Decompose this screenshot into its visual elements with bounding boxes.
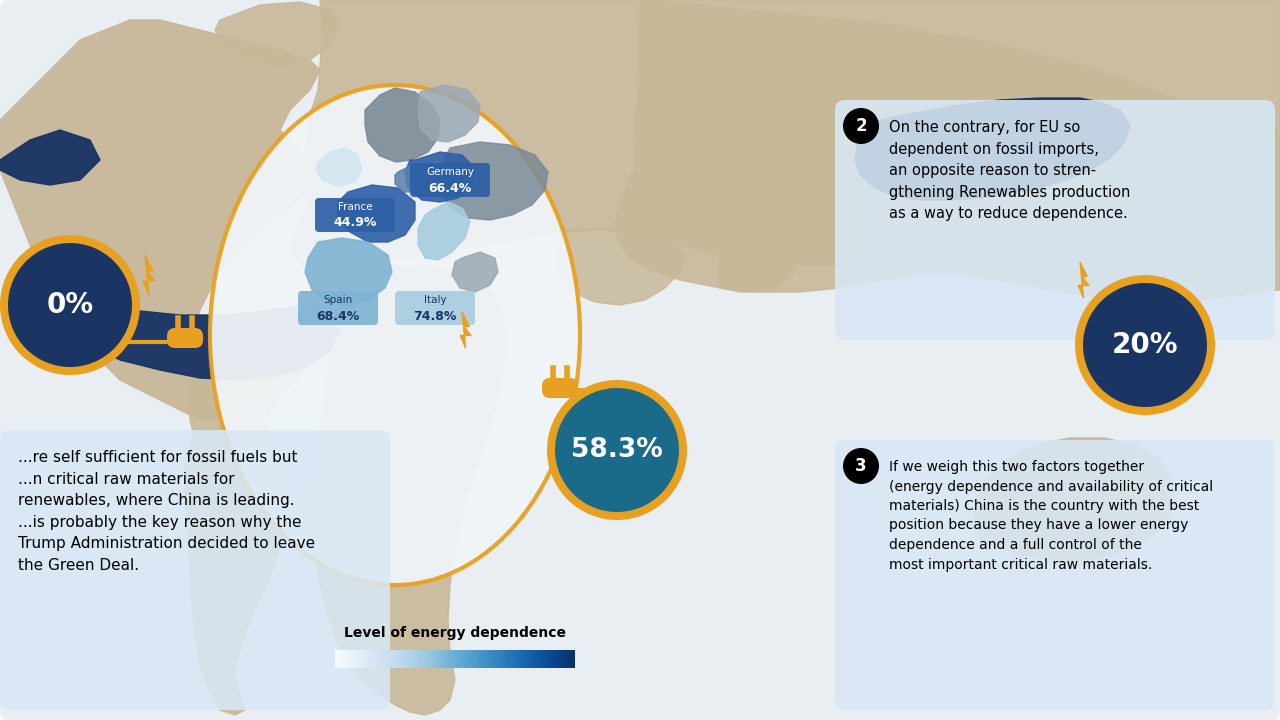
Circle shape <box>844 108 879 144</box>
Polygon shape <box>556 228 685 305</box>
Polygon shape <box>1078 262 1089 298</box>
Polygon shape <box>60 300 340 380</box>
Circle shape <box>1083 283 1207 407</box>
Polygon shape <box>365 88 440 162</box>
Polygon shape <box>419 202 470 260</box>
Polygon shape <box>291 0 1280 270</box>
Polygon shape <box>718 220 795 292</box>
FancyBboxPatch shape <box>541 378 579 398</box>
Circle shape <box>1075 275 1215 415</box>
Text: Spain: Spain <box>324 295 352 305</box>
Text: 58.3%: 58.3% <box>571 437 663 463</box>
Text: 3: 3 <box>855 457 867 475</box>
Polygon shape <box>338 185 415 242</box>
Text: On the contrary, for EU so
dependent on fossil imports,
an opposite reason to st: On the contrary, for EU so dependent on … <box>890 120 1130 222</box>
Text: France: France <box>338 202 372 212</box>
Ellipse shape <box>210 85 580 585</box>
FancyBboxPatch shape <box>835 100 1275 340</box>
Circle shape <box>556 388 678 512</box>
Text: 66.4%: 66.4% <box>429 181 471 194</box>
Circle shape <box>0 235 140 375</box>
Polygon shape <box>186 425 285 715</box>
Polygon shape <box>215 2 340 65</box>
FancyBboxPatch shape <box>166 328 204 348</box>
FancyBboxPatch shape <box>0 430 390 710</box>
FancyBboxPatch shape <box>1092 333 1128 353</box>
Polygon shape <box>143 255 155 295</box>
Text: Germany: Germany <box>426 167 474 177</box>
Text: 20%: 20% <box>1112 331 1179 359</box>
Polygon shape <box>312 265 506 715</box>
Text: 68.4%: 68.4% <box>316 310 360 323</box>
Text: 0%: 0% <box>46 291 93 319</box>
Polygon shape <box>452 252 498 292</box>
Polygon shape <box>419 85 480 142</box>
Polygon shape <box>0 130 100 185</box>
Circle shape <box>844 448 879 484</box>
Text: Italy: Italy <box>424 295 447 305</box>
FancyBboxPatch shape <box>298 291 378 325</box>
Polygon shape <box>975 438 1175 562</box>
Circle shape <box>547 380 687 520</box>
Polygon shape <box>614 0 1280 302</box>
FancyBboxPatch shape <box>315 198 396 232</box>
Text: 74.8%: 74.8% <box>413 310 457 323</box>
Polygon shape <box>0 20 320 420</box>
Polygon shape <box>461 312 471 348</box>
Text: 44.9%: 44.9% <box>333 217 376 230</box>
Polygon shape <box>1115 148 1148 180</box>
Polygon shape <box>855 98 1130 200</box>
Polygon shape <box>404 152 475 202</box>
FancyBboxPatch shape <box>410 163 490 197</box>
Text: Level of energy dependence: Level of energy dependence <box>344 626 566 640</box>
Polygon shape <box>305 238 392 305</box>
Text: ...re self sufficient for fossil fuels but
...n critical raw materials for
renew: ...re self sufficient for fossil fuels b… <box>18 450 315 573</box>
Text: 2: 2 <box>855 117 867 135</box>
Polygon shape <box>189 375 280 460</box>
FancyBboxPatch shape <box>835 440 1275 710</box>
Polygon shape <box>396 165 428 192</box>
Text: If we weigh this two factors together
(energy dependence and availability of cri: If we weigh this two factors together (e… <box>890 460 1213 572</box>
Circle shape <box>8 243 132 367</box>
Polygon shape <box>316 148 362 186</box>
Polygon shape <box>440 142 548 220</box>
FancyBboxPatch shape <box>396 291 475 325</box>
